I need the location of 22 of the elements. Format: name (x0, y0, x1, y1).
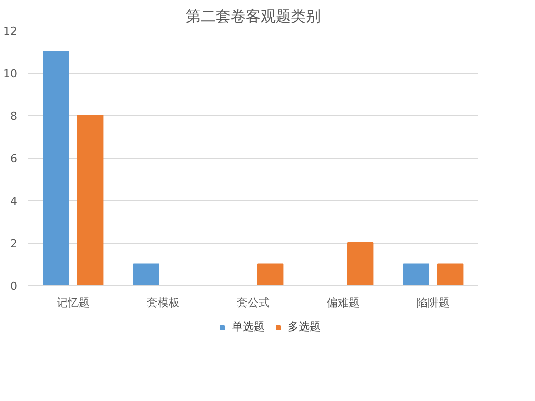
chart-title: 第二套卷客观题类别 (186, 8, 321, 26)
bar (133, 264, 160, 286)
bar (78, 115, 104, 286)
bar (348, 242, 374, 286)
x-tick-label: 偏难题 (327, 296, 360, 310)
y-tick-label: 2 (10, 238, 18, 250)
x-tick-label: 记忆题 (57, 296, 90, 310)
y-tick-label: 0 (10, 280, 18, 293)
bar (438, 264, 464, 286)
legend-label: 多选题 (288, 320, 321, 334)
x-tick-label: 套公式 (237, 296, 270, 310)
bar (403, 264, 430, 286)
legend-label: 单选题 (232, 320, 265, 334)
y-tick-label: 8 (10, 110, 18, 123)
y-tick-label: 4 (10, 195, 18, 208)
y-tick-label: 10 (4, 68, 18, 80)
x-tick-label: 套模板 (147, 296, 180, 310)
x-tick-label: 陷阱题 (417, 296, 450, 310)
bar (43, 51, 70, 286)
bar (258, 264, 284, 286)
y-tick-label: 12 (4, 25, 18, 38)
y-tick-label: 6 (10, 152, 18, 166)
